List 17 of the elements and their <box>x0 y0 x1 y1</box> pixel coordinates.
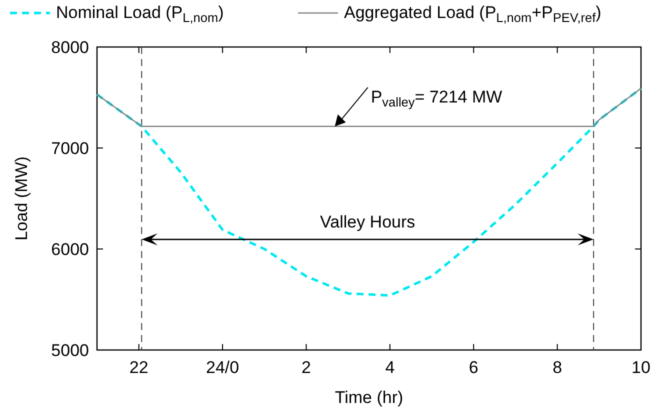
legend-label: Aggregated Load (P$_{L,nom}$+P$_{PEV,ref}$) <box>344 3 602 25</box>
x-tick-label: 24/0 <box>206 358 240 377</box>
x-axis-title: Time (hr) <box>334 388 404 407</box>
x-tick-label: 2 <box>301 358 311 377</box>
y-tick-label: 6000 <box>51 240 89 259</box>
x-tick-label: 4 <box>385 358 395 377</box>
x-tick-label: 6 <box>468 358 478 377</box>
y-tick-label: 8000 <box>51 38 89 57</box>
y-axis-title: Load (MW) <box>12 156 31 241</box>
x-tick-label: 22 <box>129 358 148 377</box>
x-tick-label: 8 <box>552 358 562 377</box>
y-tick-label: 5000 <box>51 341 89 360</box>
x-tick-label: 10 <box>632 358 650 377</box>
annotation: Valley Hours <box>320 212 416 232</box>
legend-label: Nominal Load (P$_{L,nom}$) <box>56 3 224 25</box>
annotation: P$_{valley}$= 7214 MW <box>370 87 502 110</box>
y-tick-label: 7000 <box>51 139 89 158</box>
